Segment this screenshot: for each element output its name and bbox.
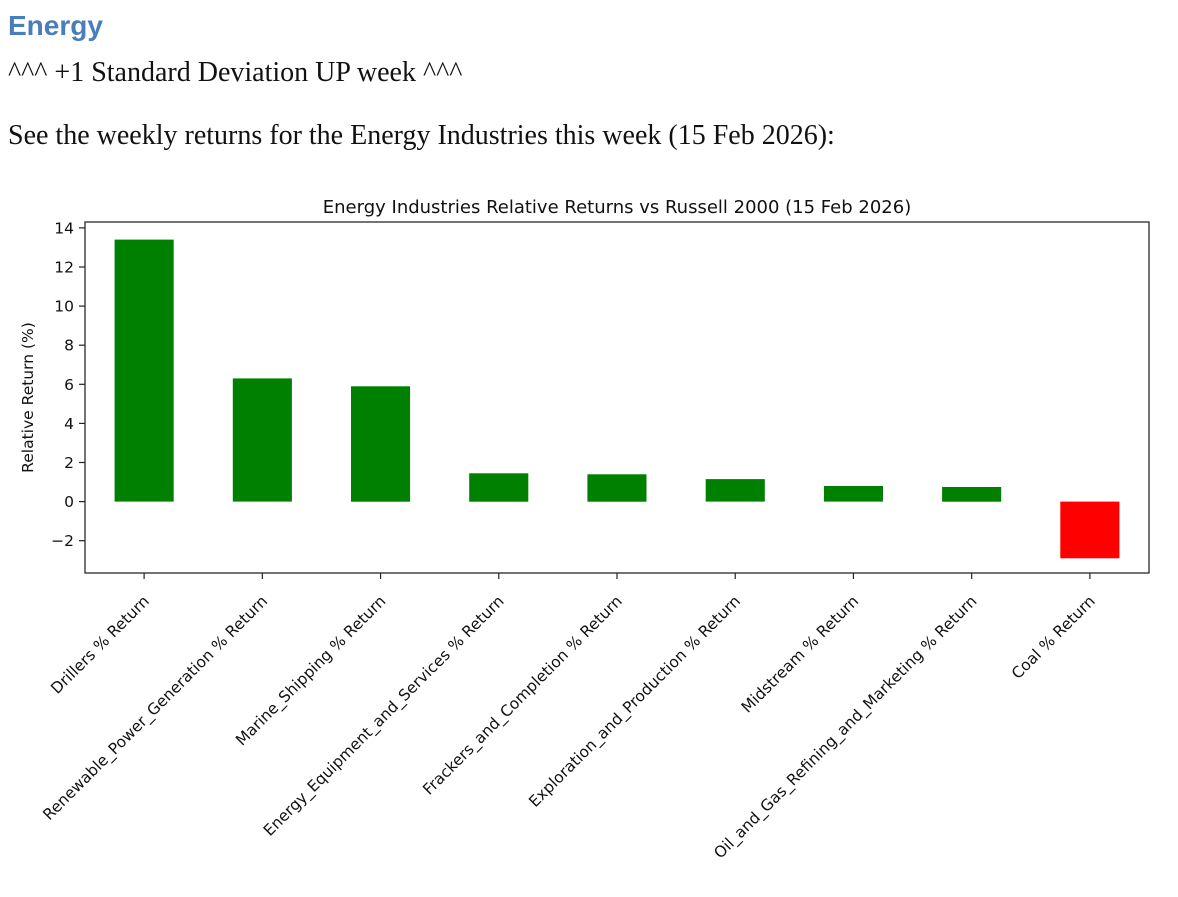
x-tick-label: Coal % Return <box>1008 592 1099 683</box>
y-axis-label: Relative Return (%) <box>19 322 37 473</box>
std-dev-indicator-line: ^^^ +1 Standard Deviation UP week ^^^ <box>8 57 463 88</box>
x-tick-label: Renewable_Power_Generation % Return <box>39 592 271 824</box>
y-tick-label: 0 <box>64 493 74 511</box>
y-tick-label: 10 <box>54 298 74 316</box>
bar <box>469 473 529 502</box>
plot-border <box>84 221 1150 574</box>
bar <box>823 486 883 502</box>
x-tick-label: Midstream % Return <box>738 592 862 716</box>
y-tick-label: 2 <box>64 454 74 472</box>
bar <box>114 239 174 502</box>
section-heading: Energy <box>8 10 103 41</box>
x-tick-label: Oil_and_Gas_Refining_and_Marketing % Ret… <box>710 592 981 863</box>
energy-returns-chart: Energy Industries Relative Returns vs Ru… <box>0 190 1178 892</box>
x-tick-label: Energy_Equipment_and_Services % Return <box>260 592 508 840</box>
x-tick-label: Exploration_and_Production % Return <box>525 592 744 811</box>
y-tick-label: 4 <box>64 415 74 433</box>
y-tick-label: −2 <box>51 532 74 550</box>
plot-area: Drillers % ReturnRenewable_Power_Generat… <box>39 219 1150 863</box>
chart-title: Energy Industries Relative Returns vs Ru… <box>323 197 911 218</box>
bar <box>942 487 1002 502</box>
bar <box>232 378 292 502</box>
chart-canvas: Energy Industries Relative Returns vs Ru… <box>19 197 1150 863</box>
x-tick-label: Drillers % Return <box>47 592 153 698</box>
y-tick-label: 14 <box>54 219 74 237</box>
bar <box>587 474 647 502</box>
y-tick-label: 6 <box>64 376 74 394</box>
y-tick-label: 12 <box>54 259 74 277</box>
y-tick-label: 8 <box>64 337 74 355</box>
x-tick-label: Frackers_and_Completion % Return <box>419 592 626 799</box>
bar <box>351 386 411 502</box>
bar <box>1060 501 1120 559</box>
intro-line: See the weekly returns for the Energy In… <box>8 120 835 151</box>
bar <box>705 479 765 502</box>
